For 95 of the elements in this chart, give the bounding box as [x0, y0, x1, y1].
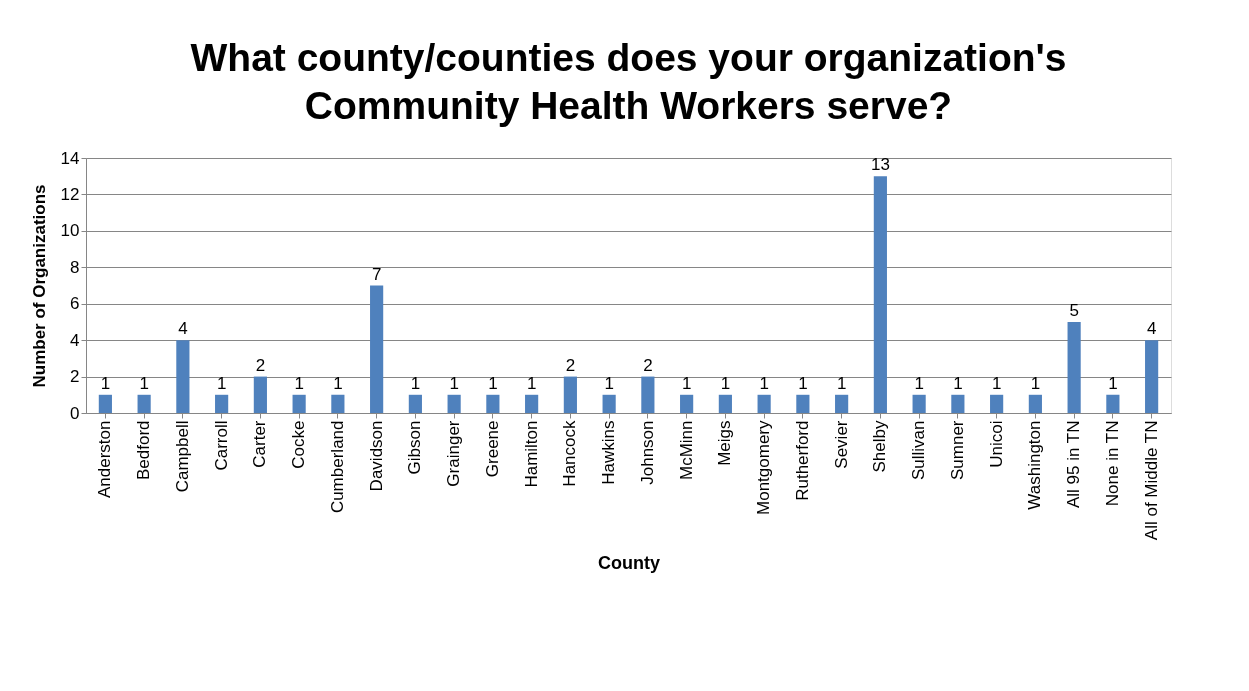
x-tick-label: Meigs — [715, 420, 735, 466]
x-tick-label: Hamilton — [521, 420, 541, 488]
bar — [718, 394, 732, 413]
data-label: 1 — [720, 373, 731, 393]
bar — [1067, 321, 1081, 413]
data-label: 1 — [449, 373, 459, 393]
y-tick-label: 12 — [60, 184, 80, 204]
bar — [486, 394, 500, 413]
bar — [1028, 394, 1042, 413]
x-tick-label: Gibson — [405, 420, 425, 475]
x-tick-label: Carter — [250, 420, 270, 468]
x-tick-label: Montgomery — [754, 420, 774, 515]
bar — [873, 176, 887, 413]
bar — [641, 376, 655, 413]
bar — [990, 394, 1004, 413]
data-label: 1 — [139, 373, 149, 393]
bar — [680, 394, 694, 413]
x-tick-label: Greene — [482, 420, 502, 478]
x-tick-label: Washington — [1025, 420, 1045, 510]
data-label: 4 — [178, 319, 188, 339]
bar — [215, 394, 229, 413]
data-label: 1 — [410, 373, 421, 393]
x-tick-label: Rutherford — [792, 420, 812, 501]
y-tick-label: 4 — [70, 330, 80, 350]
data-label: 1 — [216, 373, 227, 393]
bar — [563, 376, 577, 413]
data-label: 5 — [1069, 300, 1079, 320]
x-tick-label: All 95 in TN — [1064, 420, 1084, 509]
bar — [292, 394, 306, 413]
bar — [1145, 340, 1159, 413]
bar — [835, 394, 849, 413]
y-tick-label: 10 — [60, 221, 80, 241]
bar — [253, 376, 267, 413]
x-tick-label: McMinn — [676, 420, 696, 481]
data-label: 1 — [333, 373, 343, 393]
y-tick-label: 2 — [70, 367, 80, 387]
data-label: 1 — [991, 373, 1002, 393]
data-label: 2 — [255, 355, 266, 375]
data-label: 1 — [604, 373, 614, 393]
data-label: 13 — [870, 155, 890, 175]
data-label: 1 — [1030, 373, 1041, 393]
data-label: 2 — [643, 355, 653, 375]
x-axis-title: County — [598, 553, 660, 574]
x-tick-label: Sullivan — [909, 420, 929, 481]
data-label: 4 — [1146, 319, 1157, 339]
x-tick-label: Hawkins — [599, 420, 619, 485]
x-tick-label: Davidson — [366, 420, 386, 492]
data-label: 1 — [681, 373, 692, 393]
y-tick-label: 8 — [70, 257, 80, 277]
x-tick-label: Hancock — [560, 420, 580, 487]
data-label: 1 — [488, 373, 498, 393]
x-tick-label: Cumberland — [327, 420, 347, 514]
bar — [1106, 394, 1120, 413]
data-label: 1 — [953, 373, 963, 393]
bar — [98, 394, 112, 413]
data-label: 1 — [526, 373, 537, 393]
bar — [757, 394, 771, 413]
x-tick-label: Cocke — [289, 420, 309, 469]
y-tick-label: 6 — [70, 294, 80, 314]
x-tick-label: Anderston — [95, 420, 115, 498]
bar — [447, 394, 461, 413]
bar — [602, 394, 616, 413]
y-tick-label: 0 — [70, 403, 80, 423]
x-tick-label: Campbell — [172, 420, 192, 493]
bar — [331, 394, 345, 413]
x-tick-label: Unicoi — [986, 420, 1006, 468]
x-tick-label: Shelby — [870, 420, 890, 473]
x-tick-label: Carroll — [211, 420, 231, 471]
data-label: 1 — [759, 373, 769, 393]
y-axis-title: Number of Organizations — [29, 184, 49, 388]
bar — [525, 394, 539, 413]
data-label: 1 — [1108, 373, 1118, 393]
x-tick-label: Johnson — [637, 420, 657, 485]
data-label: 1 — [914, 373, 924, 393]
data-label: 1 — [294, 373, 304, 393]
data-label: 1 — [836, 373, 847, 393]
chart-title: What county/counties does your organization's Community Health Workers serve? — [190, 36, 1067, 127]
bar — [951, 394, 965, 413]
bar — [912, 394, 926, 413]
bar — [408, 394, 422, 413]
bar — [176, 340, 190, 413]
data-label: 2 — [565, 355, 576, 375]
x-tick-label: Sumner — [947, 420, 967, 481]
y-tick-label: 14 — [60, 148, 80, 168]
data-label: 1 — [100, 373, 111, 393]
bar — [370, 285, 384, 413]
x-tick-label: None in TN — [1102, 420, 1122, 507]
bar — [796, 394, 810, 413]
bar — [137, 394, 151, 413]
x-tick-label: Bedford — [134, 420, 154, 481]
x-tick-label: Grainger — [444, 420, 464, 487]
x-tick-label: Sevier — [831, 420, 851, 469]
data-label: 1 — [798, 373, 808, 393]
data-label: 7 — [371, 264, 382, 284]
x-tick-label: All of Middle TN — [1141, 420, 1161, 541]
